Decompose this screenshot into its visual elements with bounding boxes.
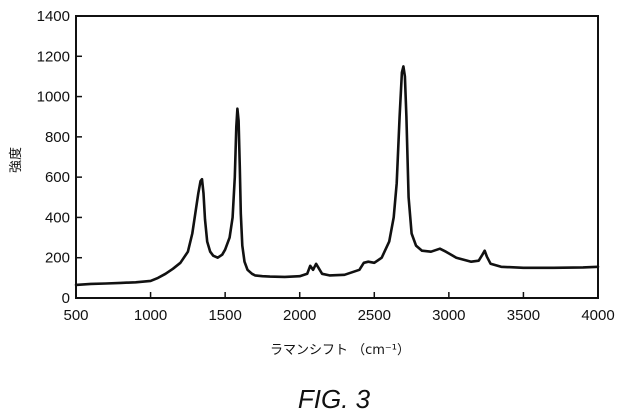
y-tick-label: 1000 xyxy=(37,89,70,106)
y-tick-label: 200 xyxy=(45,250,70,267)
x-tick-label: 1000 xyxy=(134,307,167,324)
y-tick-label: 600 xyxy=(45,169,70,186)
y-tick-label: 0 xyxy=(62,290,70,307)
x-tick-label: 3000 xyxy=(432,307,465,324)
y-tick-label: 1200 xyxy=(37,48,70,65)
ticks: 500 1000 1500 2000 2500 3000 3500 4000 0 200 400 60… xyxy=(37,8,615,324)
y-axis-label: 強度 xyxy=(8,147,24,173)
spectrum-line-0 xyxy=(76,66,598,285)
x-tick-label: 3500 xyxy=(507,307,540,324)
x-tick-label: 4000 xyxy=(581,307,614,324)
y-tick-label: 1400 xyxy=(37,8,70,25)
x-tick-label: 500 xyxy=(63,307,88,324)
x-tick-label: 2500 xyxy=(358,307,391,324)
x-tick-label: 1500 xyxy=(208,307,241,324)
axes xyxy=(76,16,598,298)
figure-caption: FIG. 3 xyxy=(298,384,371,414)
series xyxy=(76,66,598,285)
y-tick-label: 400 xyxy=(45,209,70,226)
x-tick-label: 2000 xyxy=(283,307,316,324)
x-axis-label: ラマンシフト （cm⁻¹） xyxy=(270,343,410,358)
y-tick-label: 800 xyxy=(45,129,70,146)
plot-frame xyxy=(76,16,598,298)
